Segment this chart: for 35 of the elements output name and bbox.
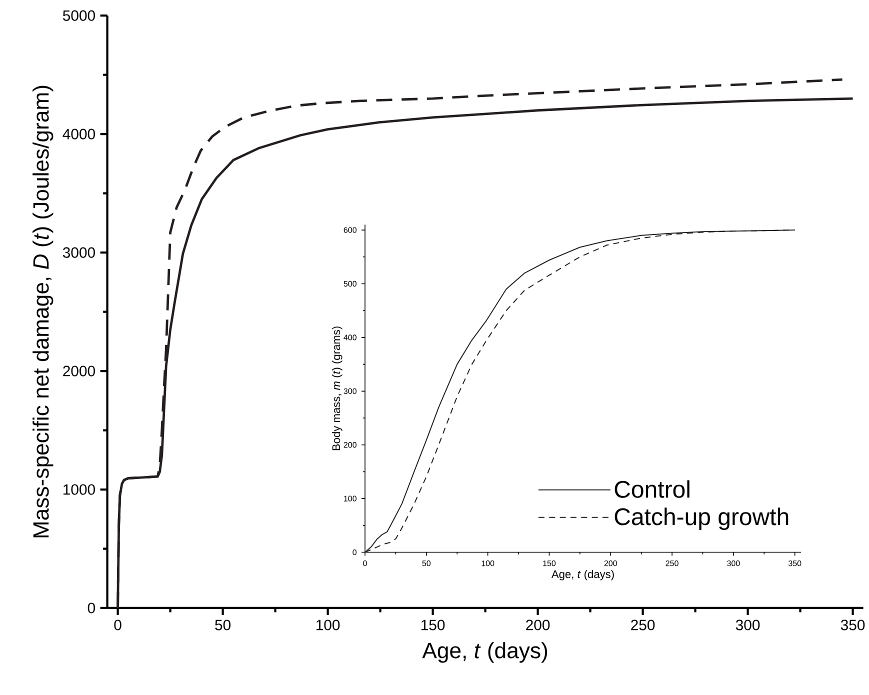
legend-label: Control (614, 480, 690, 498)
y-tick-label: 200 (344, 442, 356, 448)
y-tick-label: 5000 (62, 10, 95, 21)
x-tick-label: 200 (604, 560, 617, 566)
x-tick-label: 150 (543, 560, 556, 566)
x-tick-label: 100 (482, 560, 494, 566)
x-tick-label: 50 (422, 560, 431, 566)
x-tick-label: 300 (727, 560, 740, 566)
x-tick-label: 150 (421, 620, 445, 630)
x-tick-label: 50 (215, 620, 231, 630)
x-tick-label: 0 (363, 560, 367, 566)
y-tick-label: 0 (352, 549, 356, 556)
x-tick-label: 200 (526, 620, 550, 630)
x-tick-label: 350 (788, 560, 802, 566)
y-tick-label: 4000 (62, 128, 95, 140)
x-tick-label: 100 (316, 620, 340, 630)
x-tick-label: 350 (840, 620, 865, 630)
x-axis-title: Age, t (days) (551, 570, 614, 580)
y-tick-label: 300 (344, 388, 356, 394)
y-tick-label: 400 (344, 334, 356, 340)
y-axis-title: Body mass, m (t) (grams) (332, 326, 342, 450)
x-tick-label: 250 (631, 620, 655, 630)
x-axis-title: Age, t (days) (422, 642, 548, 663)
y-axis-title: Mass-specific net damage, D (t) (Joules/gram) (32, 86, 54, 538)
y-tick-label: 1000 (63, 484, 95, 495)
y-tick-label: 100 (344, 496, 356, 502)
legend-label: Catch-up growth (614, 508, 788, 530)
y-tick-label: 0 (88, 602, 95, 614)
y-tick-label: 2000 (63, 366, 95, 376)
y-tick-label: 3000 (62, 247, 95, 258)
y-tick-label: 600 (344, 227, 356, 233)
x-tick-label: 0 (114, 620, 122, 630)
x-tick-label: 300 (736, 620, 760, 630)
y-tick-label: 500 (344, 280, 356, 287)
x-tick-label: 250 (666, 560, 678, 566)
